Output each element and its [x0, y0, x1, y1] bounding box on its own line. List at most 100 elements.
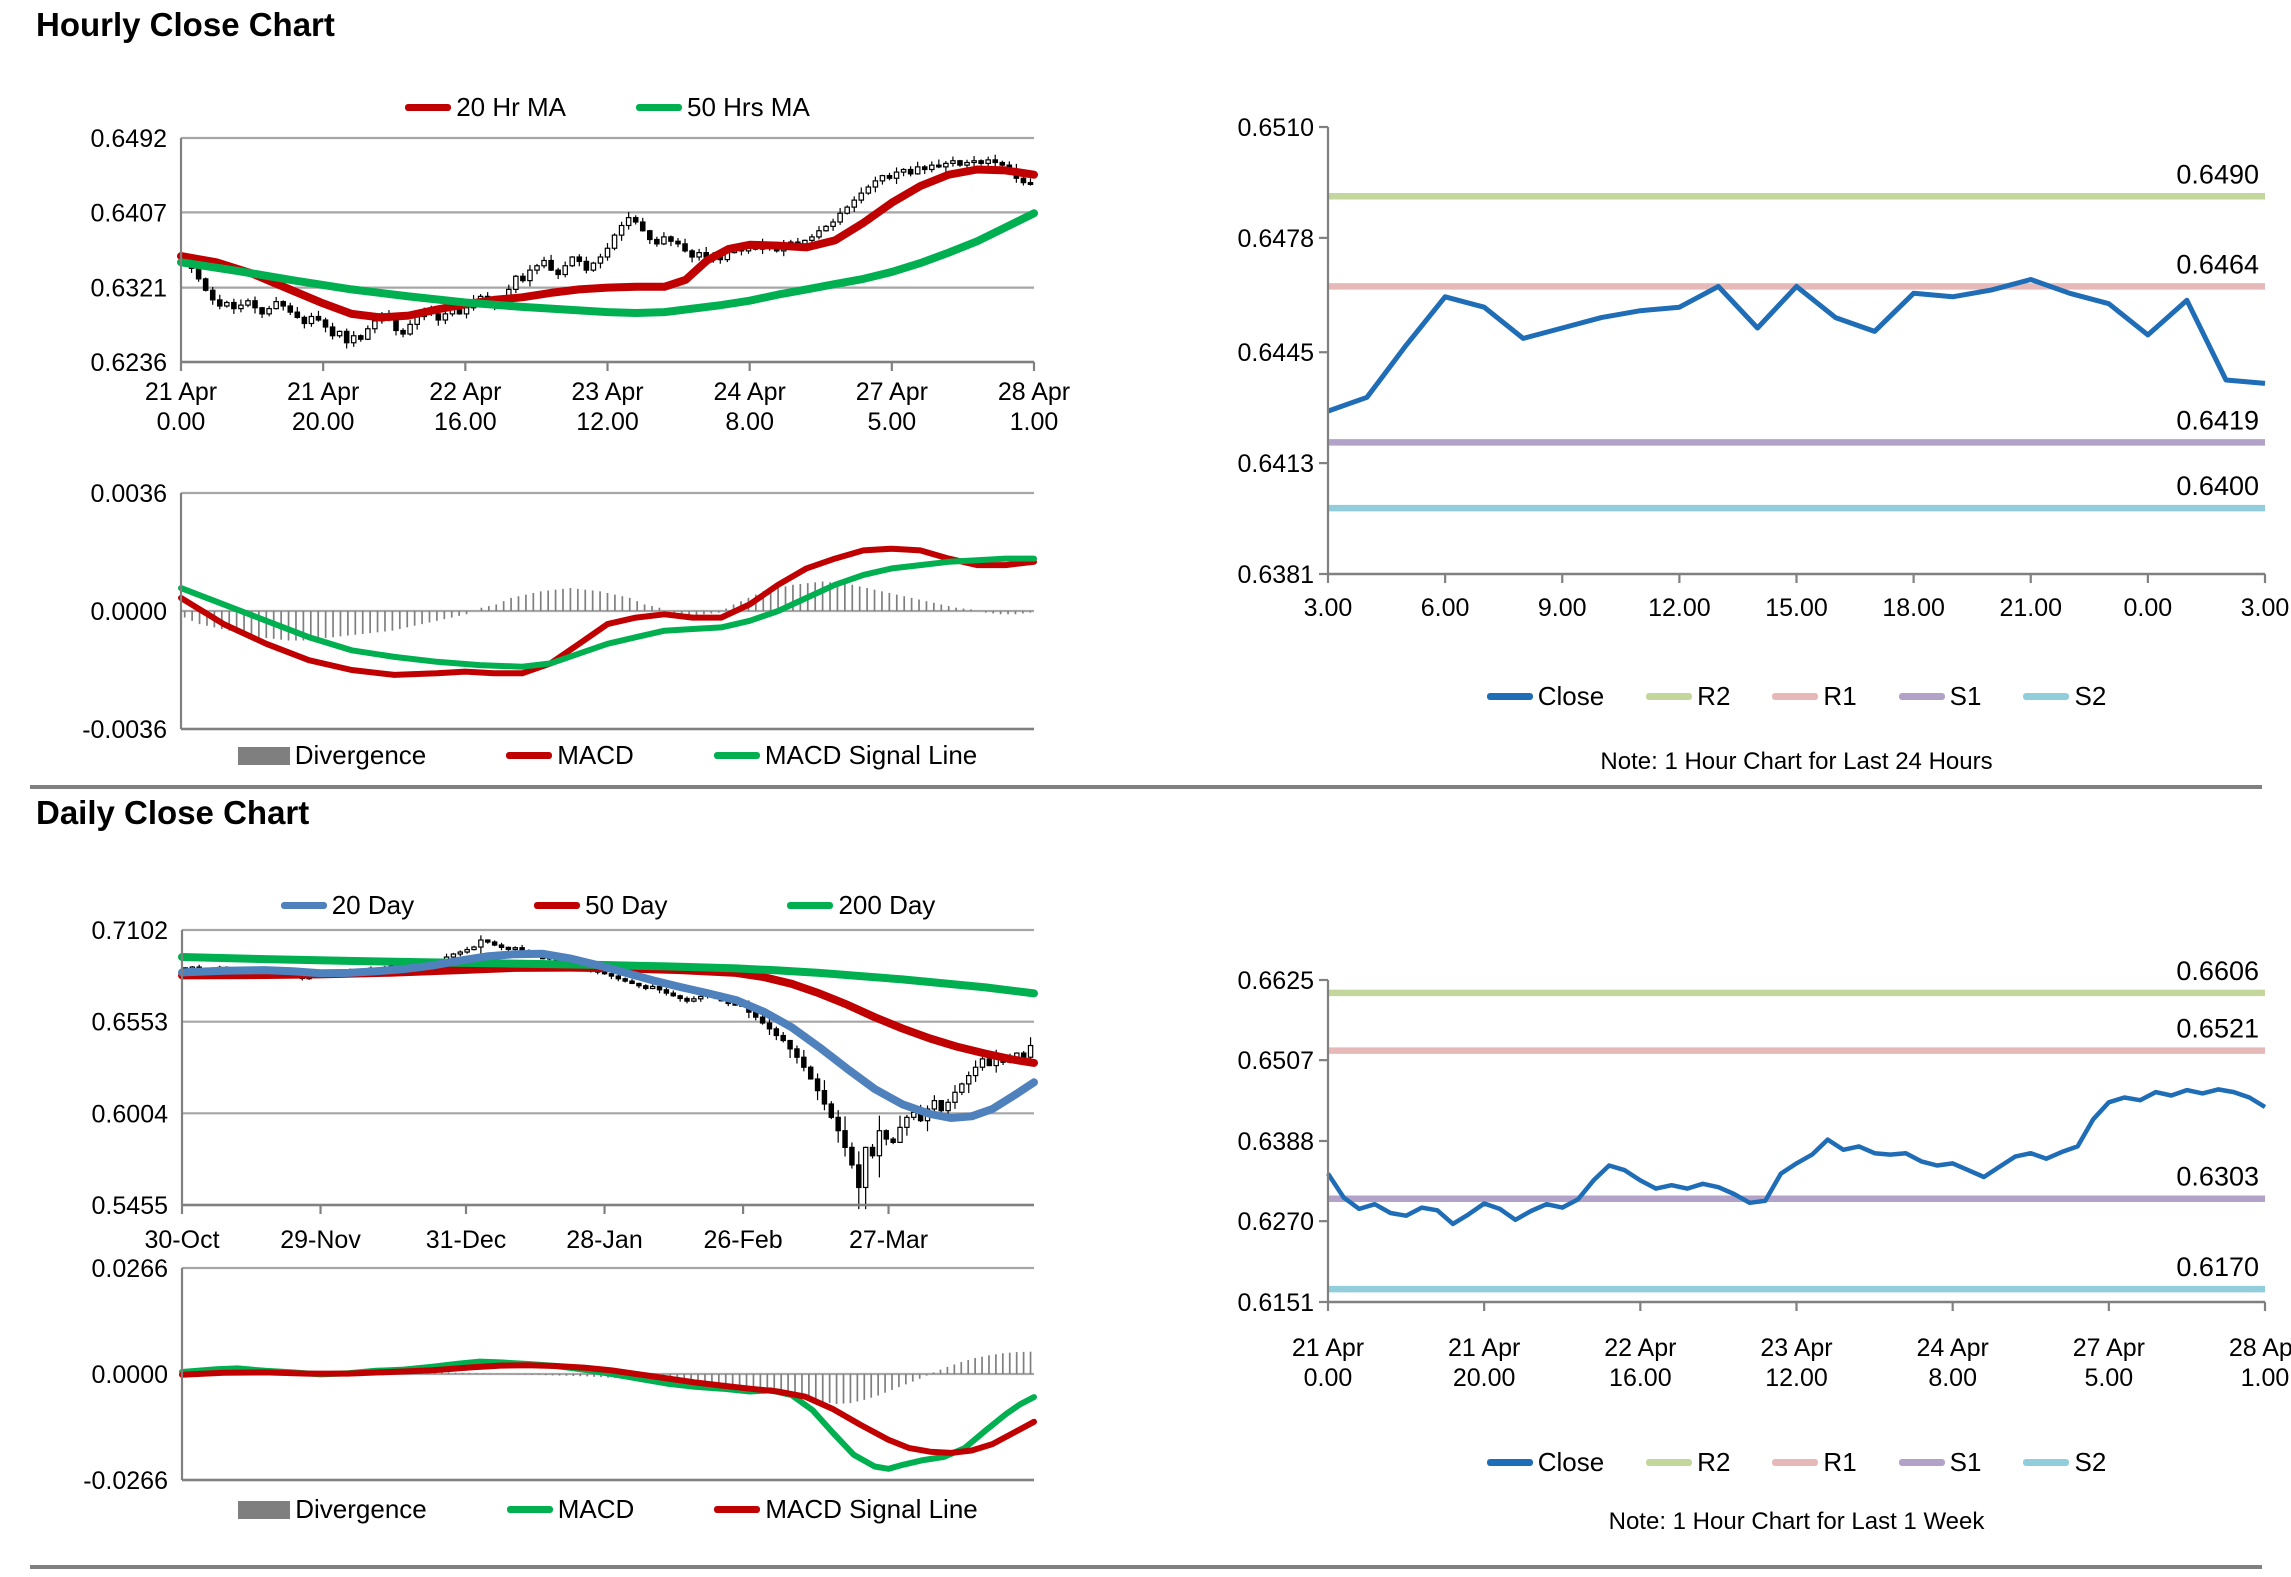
y-tick-label: -0.0036 [82, 716, 167, 744]
legend-item-macd-signal-line: MACD Signal Line [713, 740, 978, 771]
y-tick-label: 0.7102 [92, 917, 168, 945]
legend-row-3: 20 Day 50 Day 200 Day [182, 890, 1034, 921]
y-tick-label: 0.6407 [91, 199, 167, 227]
legend-item-s2: S2 [2023, 681, 2106, 712]
x-tick-label: 26-Feb [703, 1226, 782, 1254]
legend-item-r2: R2 [1646, 681, 1730, 712]
level-label: 0.6606 [2176, 956, 2259, 986]
legend-item-r2: R2 [1646, 1447, 1730, 1478]
legend-label: R2 [1697, 1447, 1731, 1477]
x-tick-label: 0.00 [1304, 1364, 1353, 1392]
y-tick-label: 0.6413 [1238, 450, 1314, 478]
legend-row-2: Close R2 R1 S1 S2 [1328, 681, 2265, 712]
level-label: 0.6521 [2176, 1014, 2259, 1044]
legend-label: Close [1537, 1447, 1605, 1477]
x-tick-label: 6.00 [1421, 594, 1470, 622]
legend-line-swatch-icon [2023, 693, 2070, 700]
legend-line-swatch-icon [1486, 1459, 1533, 1466]
legend-label: 50 Day [585, 890, 668, 920]
level-label: 0.6419 [2176, 405, 2259, 435]
legend-line-swatch-icon [713, 752, 760, 759]
x-tick-label: 22 Apr [429, 378, 501, 406]
x-tick-label: 8.00 [725, 408, 774, 436]
legend-label: R1 [1823, 681, 1857, 711]
legend-line-swatch-icon [1898, 1459, 1945, 1466]
legend-line-swatch-icon [714, 1506, 761, 1513]
close-line [1327, 277, 2266, 414]
legend-label: MACD [557, 1494, 635, 1524]
legend-label: S2 [2074, 1447, 2107, 1477]
x-tick-label: 21 Apr [1292, 1334, 1364, 1362]
legend-line-swatch-icon [280, 902, 327, 909]
y-tick-label: 0.6381 [1238, 561, 1314, 589]
y-tick-label: 0.6270 [1238, 1208, 1314, 1236]
y-tick-label: 0.5455 [92, 1192, 168, 1220]
hourly-macd-chart: 0.0036 0.0000 -0.0036 [82, 480, 1037, 744]
legend-line-swatch-icon [636, 104, 682, 111]
legend-line-swatch-icon [1486, 693, 1533, 700]
y-tick-label: 0.6492 [91, 125, 167, 153]
x-tick-label: 3.00 [1304, 594, 1353, 622]
y-tick-label: 0.0036 [91, 480, 167, 508]
legend-label: 20 Day [331, 890, 415, 920]
legend-line-swatch-icon [787, 902, 834, 909]
legend-label: MACD Signal Line [764, 740, 978, 770]
x-tick-label: 24 Apr [714, 378, 786, 406]
legend-line-swatch-icon [1772, 693, 1819, 700]
x-tick-label: 18.00 [1882, 594, 1945, 622]
y-tick-label: 0.0000 [92, 1361, 168, 1389]
series-line-macd-signal-line [179, 1362, 1037, 1456]
legend-item-20-hr-ma: 20 Hr MA [405, 92, 566, 123]
legend-row-4: Divergence MACD MACD Signal Line [182, 1494, 1034, 1525]
legend-item-r1: R1 [1772, 1447, 1857, 1478]
x-tick-label: 27 Apr [856, 378, 928, 406]
series-line-macd-signal-line [178, 555, 1037, 670]
x-tick-label: 28 Apr [2229, 1334, 2291, 1362]
level-label: 0.6170 [2176, 1252, 2259, 1282]
legend-item-macd-signal-line: MACD Signal Line [714, 1494, 978, 1525]
legend-item-50-day: 50 Day [534, 890, 667, 921]
x-tick-label: 21 Apr [145, 378, 217, 406]
legend-item-20-day: 20 Day [280, 890, 415, 921]
y-tick-label: 0.6625 [1238, 967, 1314, 995]
x-tick-label: 0.00 [157, 408, 206, 436]
legend-row-1: Divergence MACD MACD Signal Line [181, 740, 1034, 771]
level-label: 0.6490 [2176, 159, 2259, 189]
y-tick-label: 0.6478 [1238, 225, 1314, 253]
series-line-50-hrs-ma [177, 209, 1038, 317]
legend-box-swatch-icon [238, 1500, 291, 1519]
legend-line-swatch-icon [1646, 693, 1693, 700]
series-line-20-hr-ma [177, 165, 1038, 322]
y-tick-label: 0.6510 [1238, 114, 1314, 142]
level-label: 0.6303 [2176, 1162, 2259, 1192]
weekly-pivot-chart: 0.6625 0.6507 0.6388 0.6270 0.6151 0.6606 0.65… [1238, 956, 2291, 1392]
bottom-divider [30, 1565, 2262, 1569]
y-tick-label: 0.6004 [92, 1100, 169, 1128]
x-tick-label: 5.00 [2084, 1364, 2133, 1392]
legend-label: MACD [557, 740, 634, 770]
legend-item-macd: MACD [506, 1494, 635, 1525]
legend-row-0: 20 Hr MA 50 Hrs MA [181, 92, 1034, 123]
legend-line-swatch-icon [506, 752, 553, 759]
close-line [1326, 1087, 2267, 1227]
divergence-bars [184, 1351, 1032, 1404]
legend-line-swatch-icon [2023, 1459, 2070, 1466]
series-line-macd [178, 545, 1037, 678]
hourly-pivot-chart: 0.6510 0.6478 0.6445 0.6413 0.6381 0.6490 0.64… [1238, 114, 2290, 622]
legend-item-close: Close [1486, 681, 1604, 712]
weekly-pivot-note: Note: 1 Hour Chart for Last 1 Week [1608, 1508, 1985, 1535]
x-tick-label: 21 Apr [287, 378, 359, 406]
legend-item-s2: S2 [2023, 1447, 2106, 1478]
level-label: 0.6464 [2176, 249, 2259, 279]
x-tick-label: 12.00 [1765, 1364, 1828, 1392]
x-tick-label: 31-Dec [426, 1226, 507, 1254]
x-tick-label: 3.00 [2241, 594, 2290, 622]
divergence-bars [183, 581, 1032, 641]
legend-item-macd: MACD [506, 740, 634, 771]
x-tick-label: 24 Apr [1917, 1334, 1989, 1362]
x-tick-label: 16.00 [434, 408, 497, 436]
y-tick-label: 0.6321 [91, 275, 167, 303]
y-tick-label: 0.6151 [1238, 1289, 1314, 1317]
x-tick-label: 27-Mar [849, 1226, 928, 1254]
